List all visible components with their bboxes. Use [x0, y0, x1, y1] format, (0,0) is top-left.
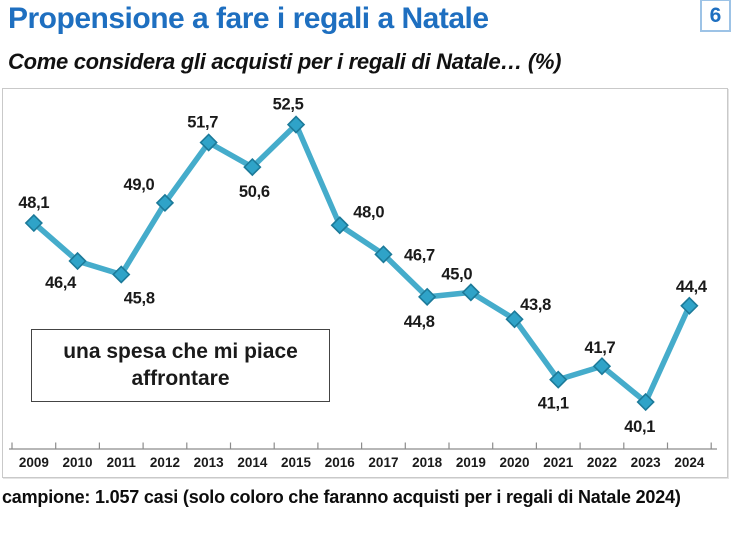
svg-text:46,4: 46,4 [45, 274, 77, 292]
svg-text:40,1: 40,1 [624, 418, 655, 436]
data-labels: 48,1 46,4 45,8 49,0 51,7 50,6 52,5 48,0 46,7 44,8… [18, 96, 708, 436]
svg-text:2021: 2021 [543, 455, 574, 470]
svg-text:48,1: 48,1 [18, 194, 49, 212]
svg-text:2012: 2012 [150, 455, 180, 470]
svg-text:2023: 2023 [631, 455, 662, 470]
svg-text:2022: 2022 [587, 455, 617, 470]
svg-text:2016: 2016 [325, 455, 356, 470]
svg-text:2020: 2020 [500, 455, 530, 470]
annotation-box: una spesa che mi piace affrontare [31, 329, 330, 402]
svg-text:2014: 2014 [237, 455, 268, 470]
svg-text:43,8: 43,8 [520, 296, 551, 314]
chart-subtitle: Come considera gli acquisti per i regali… [8, 49, 562, 74]
svg-text:2015: 2015 [281, 455, 312, 470]
svg-text:2019: 2019 [456, 455, 486, 470]
svg-text:44,8: 44,8 [404, 313, 435, 331]
header: Propensione a fare i regali a Natale 6 C… [0, 0, 732, 75]
svg-text:2017: 2017 [368, 455, 398, 470]
svg-text:50,6: 50,6 [239, 183, 270, 201]
svg-text:2024: 2024 [674, 455, 705, 470]
page-number-badge: 6 [700, 0, 731, 32]
svg-text:41,1: 41,1 [538, 395, 569, 413]
svg-text:52,5: 52,5 [273, 96, 304, 114]
svg-text:2018: 2018 [412, 455, 443, 470]
svg-text:2009: 2009 [19, 455, 49, 470]
svg-text:45,0: 45,0 [441, 265, 472, 283]
svg-text:45,8: 45,8 [124, 289, 155, 307]
svg-text:44,4: 44,4 [676, 278, 708, 296]
page-title: Propensione a fare i regali a Natale [8, 2, 489, 35]
svg-text:48,0: 48,0 [353, 203, 384, 221]
line-chart: 2009 2010 2011 2012 2013 2014 2015 2016 2017 2018… [9, 96, 717, 470]
svg-text:46,7: 46,7 [404, 246, 435, 264]
series-line [31, 121, 693, 405]
svg-text:49,0: 49,0 [123, 176, 154, 194]
series-markers [24, 115, 699, 412]
svg-text:2010: 2010 [63, 455, 93, 470]
x-axis [9, 442, 717, 450]
x-axis-labels: 2009 2010 2011 2012 2013 2014 2015 2016 2017 2018… [19, 455, 705, 470]
svg-text:2011: 2011 [107, 455, 137, 470]
chart-area: 2009 2010 2011 2012 2013 2014 2015 2016 2017 2018… [2, 88, 728, 478]
svg-text:51,7: 51,7 [187, 113, 218, 131]
svg-text:2013: 2013 [194, 455, 225, 470]
svg-text:41,7: 41,7 [584, 339, 615, 357]
sample-caption: campione: 1.057 casi (solo coloro che fa… [2, 487, 681, 507]
